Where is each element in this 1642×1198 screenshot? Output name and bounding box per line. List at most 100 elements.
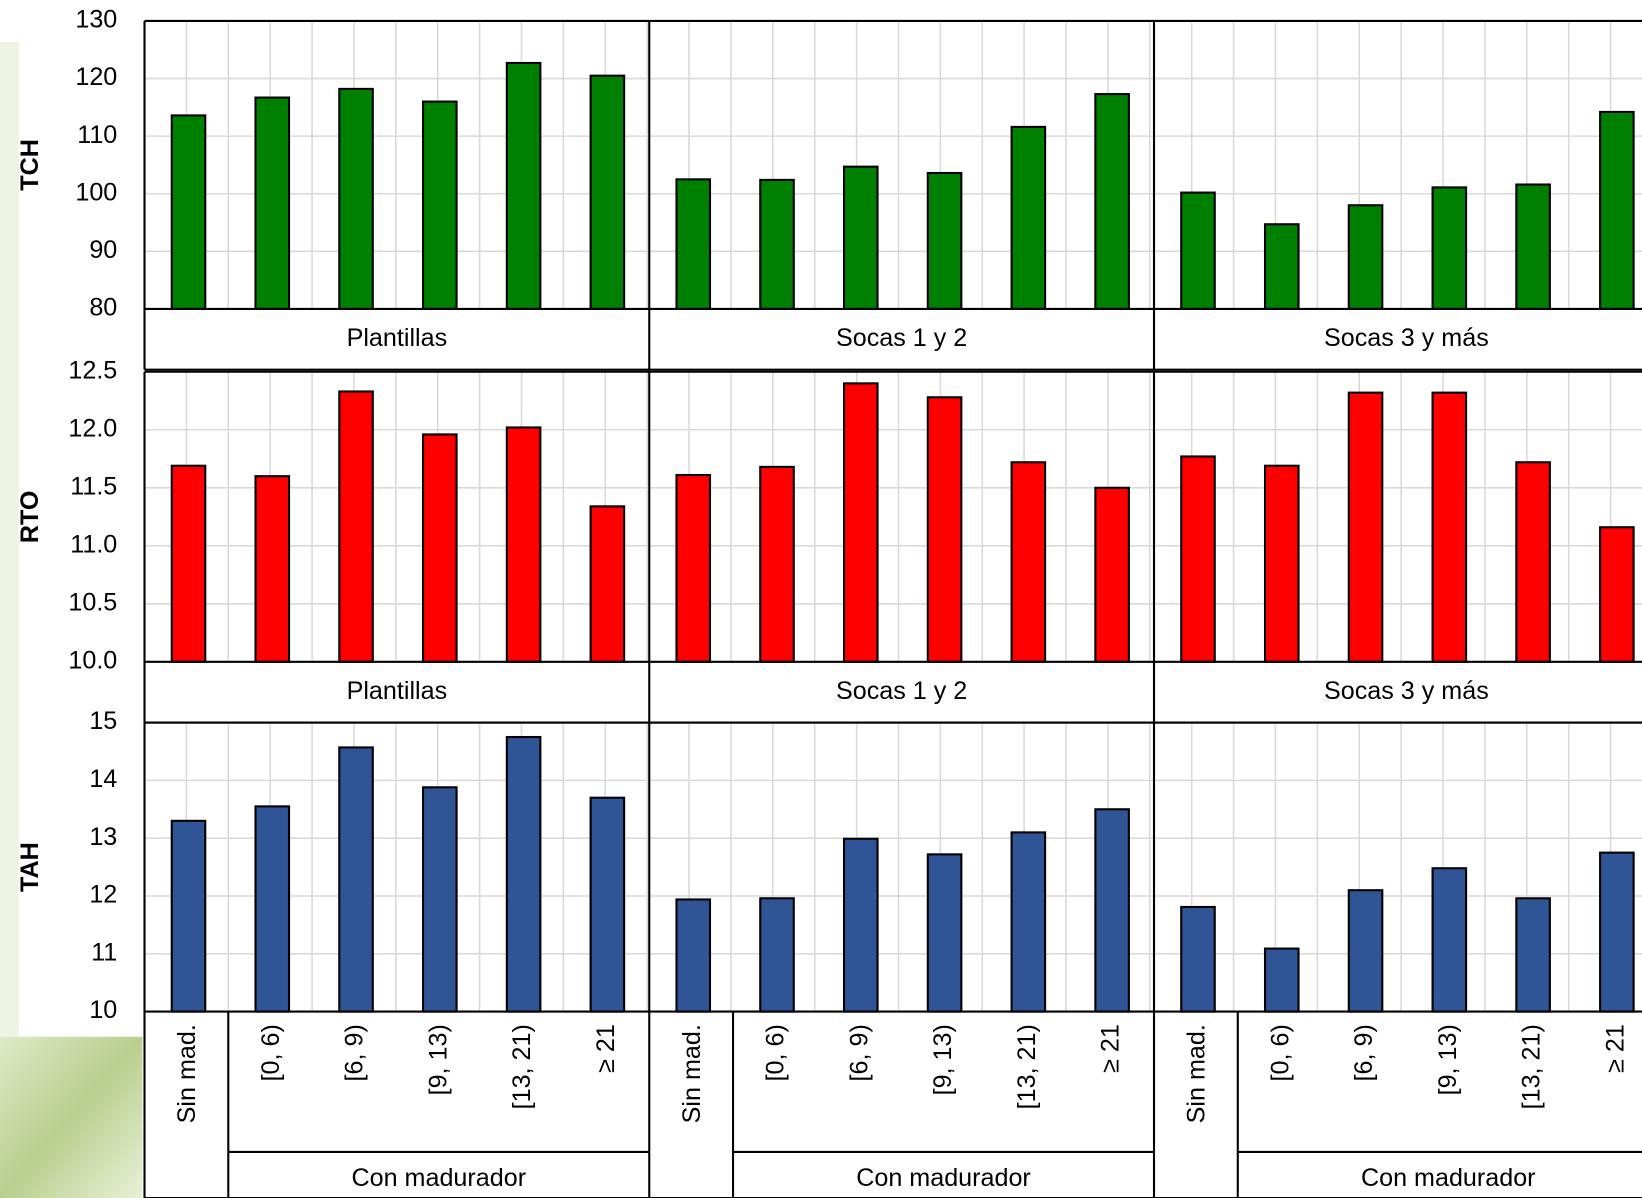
bar	[759, 897, 795, 1013]
bar	[505, 426, 542, 663]
x-tick-label: Sin mad.	[173, 1024, 201, 1123]
panel-label: Socas 1 y 2	[836, 324, 967, 352]
y-tick-label: 80	[89, 294, 117, 322]
x-tick-label: [13, 21)	[1013, 1024, 1041, 1109]
y-tick-label: 11	[91, 938, 117, 966]
bar	[1599, 110, 1635, 310]
x-tick-label: ≥ 21	[1097, 1024, 1125, 1073]
x-tick-label: [6, 9)	[1350, 1024, 1378, 1081]
y-tick-label: 10.5	[68, 588, 117, 616]
x-tick-label: [13, 21)	[1518, 1024, 1546, 1109]
category-group-label: Con madurador	[856, 1164, 1031, 1192]
bar	[926, 853, 963, 1013]
bar	[422, 100, 458, 310]
bar	[170, 464, 207, 663]
bar	[338, 746, 374, 1013]
panel-label: Socas 3 y más	[1324, 677, 1489, 705]
x-tick-label: Sin mad.	[1183, 1024, 1211, 1123]
y-tick-label: 14	[89, 765, 117, 793]
x-tick-label: [0, 6)	[257, 1024, 285, 1081]
x-tick-label: [9, 13)	[929, 1024, 957, 1095]
y-tick-label: 120	[75, 63, 117, 91]
y-axis-label: TAH	[16, 842, 44, 892]
bar	[505, 735, 542, 1013]
y-tick-label: 13	[89, 823, 117, 851]
bar	[842, 382, 879, 663]
bar	[1180, 905, 1216, 1013]
y-tick-label: 10.0	[68, 646, 117, 674]
bar	[1347, 889, 1384, 1013]
bar	[675, 898, 712, 1013]
bar	[170, 819, 207, 1013]
bar	[1010, 125, 1047, 310]
y-tick-label: 11.5	[70, 472, 117, 500]
bar	[1515, 461, 1551, 663]
y-tick-label: 12.0	[68, 414, 117, 442]
background-decor	[0, 1036, 143, 1198]
bar	[759, 465, 795, 663]
bar	[1094, 486, 1130, 663]
x-tick-label: ≥ 21	[592, 1024, 620, 1073]
y-tick-label: 11.0	[70, 530, 117, 558]
bar	[1094, 93, 1130, 310]
y-tick-label: 100	[75, 178, 117, 206]
bar	[589, 796, 626, 1013]
x-tick-label: [13, 21)	[508, 1024, 536, 1109]
bar	[254, 805, 291, 1013]
y-tick-label: 130	[75, 6, 117, 34]
bar	[1263, 464, 1300, 663]
x-tick-label: [6, 9)	[341, 1024, 369, 1081]
bar	[422, 786, 458, 1013]
x-tick-label: ≥ 21	[1602, 1024, 1630, 1073]
bar	[1515, 897, 1551, 1013]
x-tick-label: [6, 9)	[845, 1024, 873, 1081]
x-tick-label: [9, 13)	[1434, 1024, 1462, 1095]
bar	[1347, 204, 1384, 310]
bar	[1431, 391, 1468, 663]
bar	[1094, 808, 1130, 1013]
bar	[675, 473, 712, 663]
bar	[1347, 391, 1384, 663]
panel-label: Plantillas	[347, 324, 448, 352]
bar	[926, 171, 963, 310]
bar	[1010, 461, 1047, 663]
background-decor	[0, 41, 19, 1037]
bar	[1515, 183, 1551, 310]
y-tick-label: 12	[89, 881, 117, 909]
x-tick-label: [0, 6)	[762, 1024, 790, 1081]
bar	[338, 390, 374, 663]
y-tick-label: 10	[89, 996, 117, 1024]
category-group-label: Con madurador	[1361, 1164, 1536, 1192]
y-tick-label: 15	[89, 707, 117, 735]
x-tick-label: Sin mad.	[678, 1024, 706, 1123]
bar	[675, 178, 712, 310]
bar	[254, 96, 291, 310]
bar	[338, 87, 374, 310]
panel-label: Plantillas	[347, 677, 448, 705]
bar	[842, 165, 879, 310]
y-tick-label: 110	[77, 121, 117, 149]
bar	[1599, 526, 1635, 663]
category-group-label: Con madurador	[351, 1164, 526, 1192]
bar	[254, 475, 291, 663]
bar	[1599, 851, 1635, 1013]
bar	[505, 61, 542, 310]
bar	[1180, 191, 1216, 310]
x-tick-label: [9, 13)	[424, 1024, 452, 1095]
y-axis-label: TCH	[16, 139, 44, 191]
bar	[1431, 867, 1468, 1013]
bar	[589, 505, 626, 663]
bar	[1010, 831, 1047, 1013]
bar	[1263, 947, 1300, 1013]
y-tick-label: 90	[89, 236, 117, 264]
panel-label: Socas 1 y 2	[836, 677, 967, 705]
bar	[759, 178, 795, 310]
bar	[422, 433, 458, 663]
y-tick-label: 12.5	[68, 356, 117, 384]
bar	[926, 396, 963, 663]
x-tick-label: [0, 6)	[1266, 1024, 1294, 1081]
bar	[170, 114, 207, 310]
bar	[1180, 455, 1216, 663]
